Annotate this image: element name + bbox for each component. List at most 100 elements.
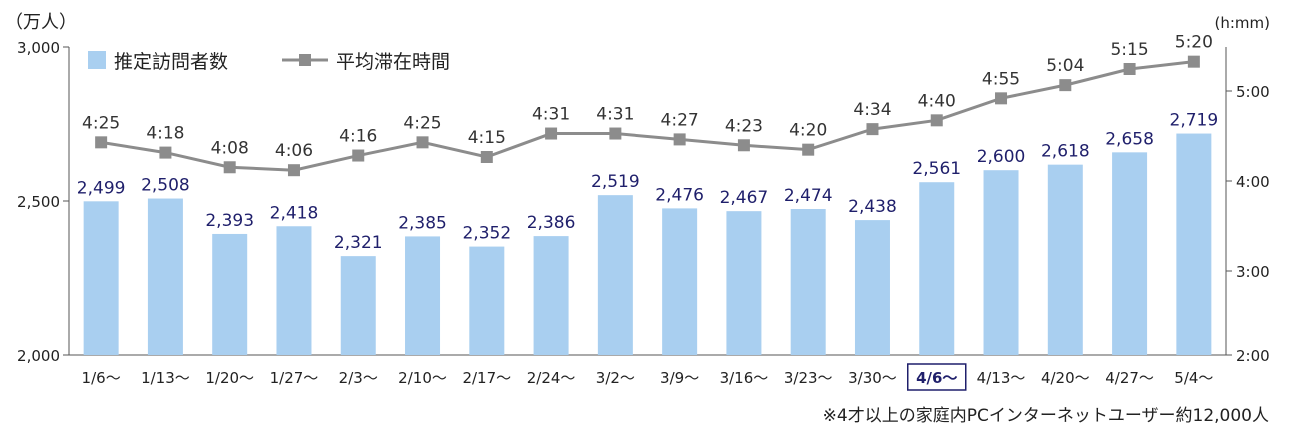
duration-value-label: 4:23 — [725, 116, 763, 136]
left-tick-label: 2,500 — [17, 193, 60, 211]
bar — [790, 209, 826, 355]
bar-value-label: 2,474 — [784, 186, 833, 206]
duration-value-label: 5:15 — [1110, 40, 1148, 60]
duration-value-label: 4:08 — [211, 138, 249, 158]
duration-marker — [737, 139, 750, 152]
bar-value-label: 2,386 — [527, 213, 576, 233]
bar — [983, 170, 1019, 355]
duration-marker — [480, 151, 493, 163]
right-tick-label: 5:00 — [1236, 83, 1270, 101]
x-tick-label: 1/20〜 — [205, 369, 254, 387]
bar-value-label: 2,352 — [462, 224, 511, 244]
duration-marker — [866, 123, 879, 136]
right-axis-ticks: 2:00 3:00 4:00 5:00 — [1226, 83, 1270, 365]
left-tick-label: 2,000 — [17, 347, 60, 365]
bar — [1112, 152, 1148, 355]
bar — [276, 226, 312, 355]
legend-bar-label: 推定訪問者数 — [114, 51, 228, 73]
right-tick-label: 2:00 — [1236, 347, 1270, 365]
bar — [662, 208, 698, 355]
bar-value-label: 2,393 — [205, 211, 254, 231]
bar — [1176, 133, 1212, 355]
duration-value-label: 4:06 — [275, 141, 313, 161]
x-axis-labels: 1/6〜 1/13〜 1/20〜 1/27〜 2/3〜 2/10〜 2/17〜 2/24〜 3/… — [82, 363, 1213, 391]
bar — [726, 211, 762, 355]
duration-value-label: 4:25 — [82, 113, 120, 133]
bar-value-label: 2,476 — [655, 185, 704, 205]
duration-line-group — [95, 55, 1200, 177]
bar-value-label: 2,499 — [77, 178, 126, 198]
duration-labels-group: 4:25 4:18 4:08 4:06 4:16 4:25 4:15 4:31 4:31 4:27… — [82, 33, 1213, 162]
duration-value-label: 4:55 — [982, 69, 1020, 89]
bar-value-label: 2,385 — [398, 213, 447, 233]
duration-marker — [287, 164, 300, 177]
duration-value-label: 4:16 — [339, 127, 377, 147]
bar-value-label: 2,618 — [1041, 142, 1090, 162]
legend-line-marker — [299, 54, 311, 66]
x-tick-label: 4/6〜 — [916, 369, 957, 387]
bar — [147, 198, 183, 355]
duration-value-label: 4:20 — [789, 121, 827, 141]
x-tick-label: 1/27〜 — [270, 369, 319, 387]
duration-marker — [930, 114, 943, 127]
bar — [597, 195, 633, 355]
bar — [854, 220, 890, 355]
x-tick-label: 4/13〜 — [977, 369, 1026, 387]
duration-value-label: 4:15 — [468, 128, 506, 148]
duration-value-label: 5:04 — [1046, 56, 1084, 76]
legend-bar-swatch — [88, 51, 106, 69]
duration-value-label: 4:40 — [918, 91, 956, 111]
duration-value-label: 4:34 — [853, 100, 891, 120]
bar-value-label: 2,321 — [334, 233, 383, 253]
bar-value-label: 2,519 — [591, 172, 640, 192]
duration-value-label: 4:18 — [146, 124, 184, 144]
duration-marker — [609, 127, 622, 140]
bar — [212, 233, 248, 355]
x-tick-label: 2/3〜 — [339, 369, 378, 387]
duration-value-label: 5:20 — [1175, 33, 1213, 53]
duration-value-label: 4:25 — [403, 113, 441, 133]
x-tick-label: 3/30〜 — [848, 369, 897, 387]
duration-marker — [159, 146, 172, 159]
right-tick-label: 3:00 — [1236, 263, 1270, 281]
duration-marker — [1187, 55, 1200, 68]
bar — [469, 246, 505, 355]
duration-value-label: 4:31 — [596, 105, 634, 125]
x-tick-label: 2/24〜 — [527, 369, 576, 387]
x-tick-label: 3/9〜 — [660, 369, 699, 387]
bar — [83, 201, 119, 355]
bar-value-label: 2,438 — [848, 197, 897, 217]
left-axis-unit: （万人） — [5, 12, 77, 33]
x-tick-label: 5/4〜 — [1174, 369, 1213, 387]
bar-value-label: 2,508 — [141, 176, 190, 196]
x-tick-label: 3/16〜 — [720, 369, 769, 387]
legend-line-label: 平均滞在時間 — [336, 51, 450, 73]
x-tick-label: 3/23〜 — [784, 369, 833, 387]
bar-value-label: 2,418 — [270, 203, 319, 223]
x-tick-label: 4/20〜 — [1041, 369, 1090, 387]
duration-value-label: 4:31 — [532, 105, 570, 125]
left-tick-label: 3,000 — [17, 39, 60, 57]
x-tick-label: 1/6〜 — [82, 369, 121, 387]
duration-marker — [802, 143, 815, 156]
legend: 推定訪問者数 平均滞在時間 — [88, 51, 450, 73]
bar-labels-group: 2,499 2,508 2,393 2,418 2,321 2,385 2,352 2,386… — [77, 111, 1218, 254]
bar — [1047, 164, 1083, 355]
right-tick-label: 4:00 — [1236, 173, 1270, 191]
bar — [340, 256, 376, 355]
duration-marker — [223, 161, 236, 174]
duration-marker — [673, 133, 686, 146]
duration-marker — [995, 92, 1008, 105]
duration-marker — [1059, 79, 1072, 92]
bar-value-label: 2,561 — [912, 159, 961, 179]
bar-value-label: 2,719 — [1170, 111, 1219, 131]
duration-marker — [1123, 63, 1136, 75]
bar-value-label: 2,658 — [1105, 129, 1154, 149]
duration-marker — [545, 127, 558, 140]
highlight-box — [907, 363, 967, 391]
duration-line — [100, 60, 1195, 172]
bar — [533, 236, 569, 355]
duration-marker — [95, 136, 108, 149]
x-tick-label: 4/27〜 — [1105, 369, 1154, 387]
